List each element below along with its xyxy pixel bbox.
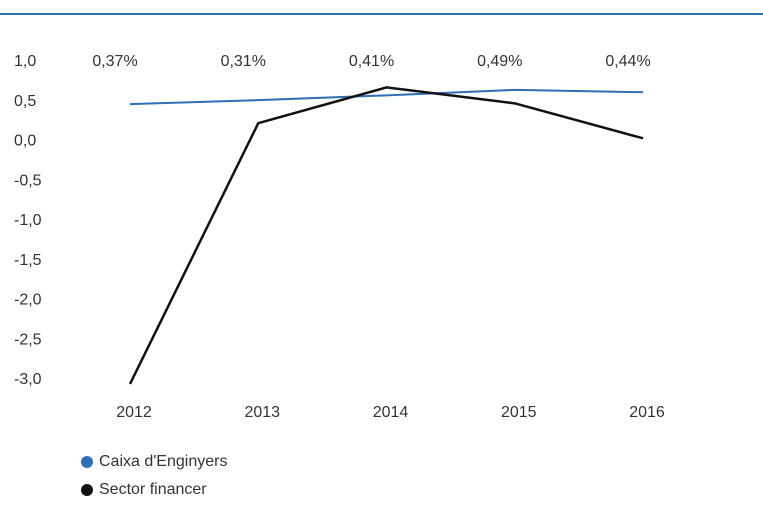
legend-marker xyxy=(81,456,93,468)
y-tick-label: -1,5 xyxy=(14,252,42,269)
y-tick-label: 1,0 xyxy=(14,53,36,70)
annotation: 0,41% xyxy=(349,53,394,70)
series-line xyxy=(128,86,644,385)
y-tick-label: -2,0 xyxy=(14,292,42,309)
x-tick-label: 2012 xyxy=(116,404,152,421)
x-tick-label: 2013 xyxy=(244,404,280,421)
y-tick-label: 0,0 xyxy=(14,133,36,150)
y-tick-label: -2,5 xyxy=(14,331,42,348)
y-tick-label: -1,0 xyxy=(14,212,42,229)
series-line xyxy=(129,88,644,106)
annotation: 0,37% xyxy=(92,53,137,70)
y-tick-label: 0,5 xyxy=(14,93,36,110)
x-tick-label: 2014 xyxy=(373,404,409,421)
y-tick-label: -0,5 xyxy=(14,172,42,189)
x-tick-label: 2015 xyxy=(501,404,537,421)
legend-marker xyxy=(81,484,93,496)
legend-label: Sector financer xyxy=(99,481,207,498)
legend-label: Caixa d'Enginyers xyxy=(99,453,227,470)
annotation: 0,44% xyxy=(605,53,650,70)
x-tick-label: 2016 xyxy=(629,404,665,421)
annotation: 0,49% xyxy=(477,53,522,70)
annotation: 0,31% xyxy=(221,53,266,70)
y-tick-label: -3,0 xyxy=(14,371,42,388)
